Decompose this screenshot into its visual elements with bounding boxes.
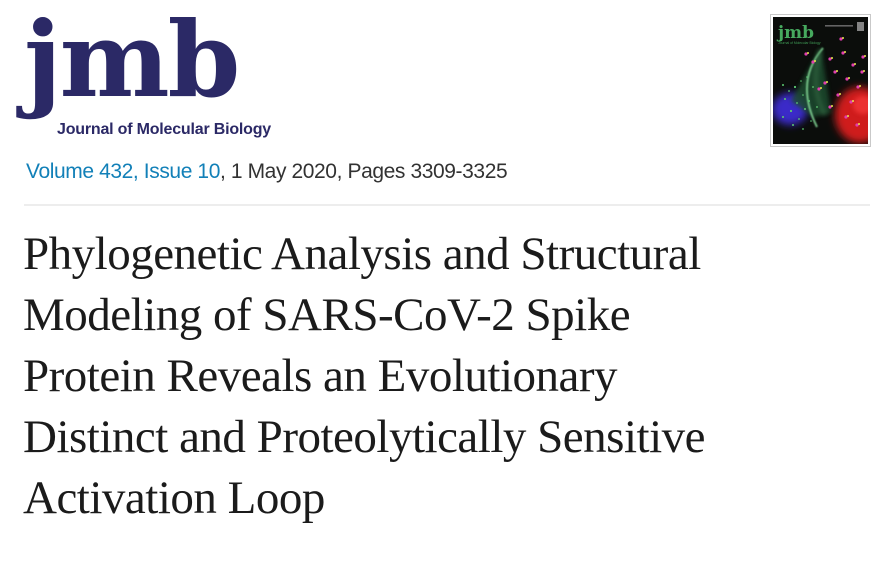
cover-journal-name-small: Journal of Molecular Biology	[778, 41, 821, 45]
volume-issue-link[interactable]: Volume 432, Issue 10	[26, 160, 220, 183]
cover-art: jmb Journal of Molecular Biology	[773, 17, 868, 144]
article-title: Phylogenetic Analysis and Structural Mod…	[23, 224, 873, 529]
journal-logo[interactable]: jmb	[24, 0, 240, 121]
article-title-line: Modeling of SARS-CoV-2 Spike	[23, 289, 631, 341]
citation-date-pages: , 1 May 2020, Pages 3309-3325	[219, 160, 508, 183]
green-speckles	[782, 76, 818, 130]
citation-line: Volume 432, Issue 10, 1 May 2020, Pages …	[26, 160, 508, 184]
cover-microscopy-cells	[773, 47, 868, 143]
cover-barcode	[857, 22, 864, 31]
journal-name: Journal of Molecular Biology	[57, 121, 271, 138]
cover-art-microscopy-image: jmb Journal of Molecular Biology	[773, 22, 868, 143]
green-cell-body	[791, 47, 831, 117]
journal-cover-thumbnail[interactable]: jmb Journal of Molecular Biology	[770, 14, 871, 147]
red-cell-blob	[835, 87, 868, 143]
magenta-yellow-dots	[804, 37, 866, 127]
article-title-line: Distinct and Proteolytically Sensitive	[23, 411, 705, 463]
article-title-line: Activation Loop	[23, 472, 325, 524]
article-title-line: Phylogenetic Analysis and Structural	[23, 228, 701, 280]
cover-issue-info-line	[825, 25, 853, 27]
article-title-line: Protein Reveals an Evolutionary	[23, 350, 618, 402]
header-divider	[24, 204, 870, 206]
cover-logo-text: jmb	[776, 23, 814, 43]
